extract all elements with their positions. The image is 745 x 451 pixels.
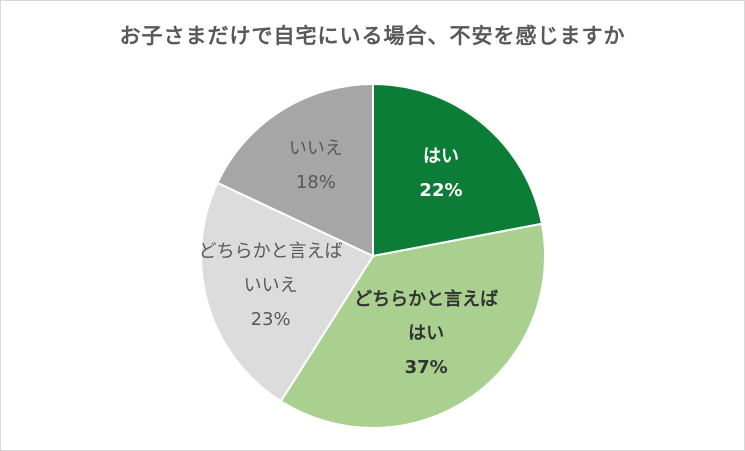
data-label-percent-0: 22% <box>419 180 462 201</box>
pie-slice-1 <box>279 222 546 429</box>
data-label-category-2: どちらかと言えば <box>199 241 343 262</box>
data-label-percent-2: 23% <box>251 309 291 330</box>
pie-slice-0 <box>372 82 544 258</box>
pie-slice-2 <box>200 181 375 403</box>
data-label-category-3: いいえ <box>289 138 343 159</box>
data-label-percent-3: 18% <box>296 172 336 193</box>
data-label-category-2: いいえ <box>244 275 298 296</box>
data-label-category-0: はい <box>423 146 459 167</box>
pie-slice-3 <box>216 82 374 258</box>
data-label-category-1: はい <box>408 323 444 344</box>
chart-title: お子さまだけで自宅にいる場合、不安を感じますか <box>119 24 626 48</box>
data-label-category-1: どちらかと言えば <box>354 288 498 310</box>
data-label-percent-1: 37% <box>405 357 448 378</box>
